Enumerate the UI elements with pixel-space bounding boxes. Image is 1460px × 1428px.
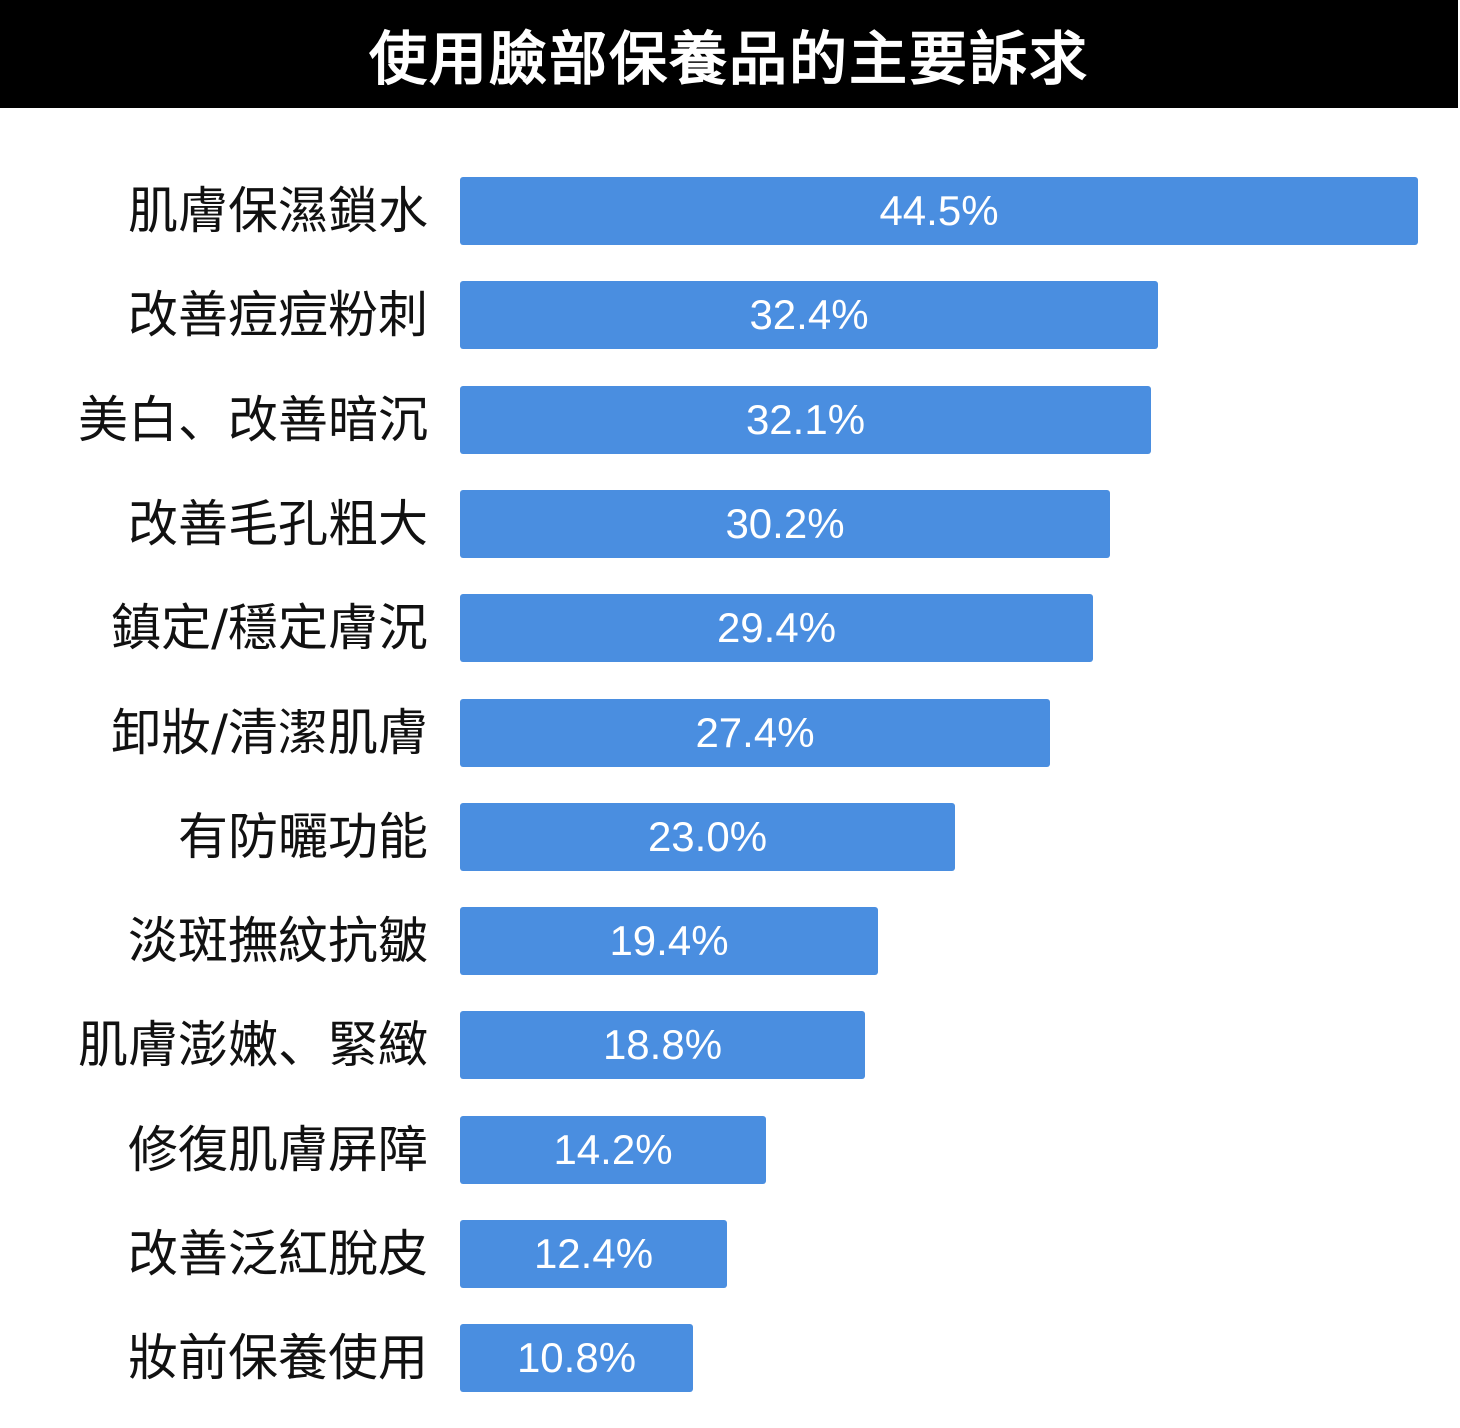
bar [460,386,1151,454]
bar [460,1116,766,1184]
value-label: 18.8% [602,1021,723,1068]
bar [460,803,955,871]
bar [460,1220,727,1288]
bar [460,699,1050,767]
value-label: 10.8% [516,1334,637,1381]
category-label: 改善毛孔粗大 [128,495,428,553]
category-label: 改善痘痘粉刺 [128,286,428,344]
category-label: 妝前保養使用 [128,1329,428,1387]
bar [460,177,1418,245]
value-label: 44.5% [879,187,999,234]
bar [460,907,878,975]
value-label: 19.4% [609,917,729,964]
category-label: 肌膚澎嫩、緊緻 [78,1016,428,1074]
bar [460,1011,865,1079]
value-label: 32.1% [745,396,866,443]
category-label: 肌膚保濕鎖水 [128,182,428,240]
category-label: 有防曬功能 [178,808,428,866]
value-label: 14.2% [553,1126,673,1173]
category-label: 美白、改善暗沉 [78,391,428,449]
value-label: 30.2% [725,500,845,547]
category-label: 修復肌膚屏障 [128,1121,428,1179]
bar [460,594,1093,662]
value-label: 23.0% [647,813,768,860]
value-label: 12.4% [533,1230,654,1277]
value-label: 27.4% [695,709,815,756]
title-bar: 使用臉部保養品的主要訴求 [0,0,1458,108]
value-label: 32.4% [749,291,869,338]
bar [460,1324,693,1392]
bar [460,490,1110,558]
bar [460,281,1158,349]
category-label: 改善泛紅脫皮 [128,1225,428,1283]
category-label: 卸妝/清潔肌膚 [111,704,428,762]
category-label: 淡斑撫紋抗皺 [128,912,428,970]
category-label: 鎮定/穩定膚況 [111,599,428,657]
value-label: 29.4% [716,604,837,651]
chart-title: 使用臉部保養品的主要訴求 [368,25,1089,93]
